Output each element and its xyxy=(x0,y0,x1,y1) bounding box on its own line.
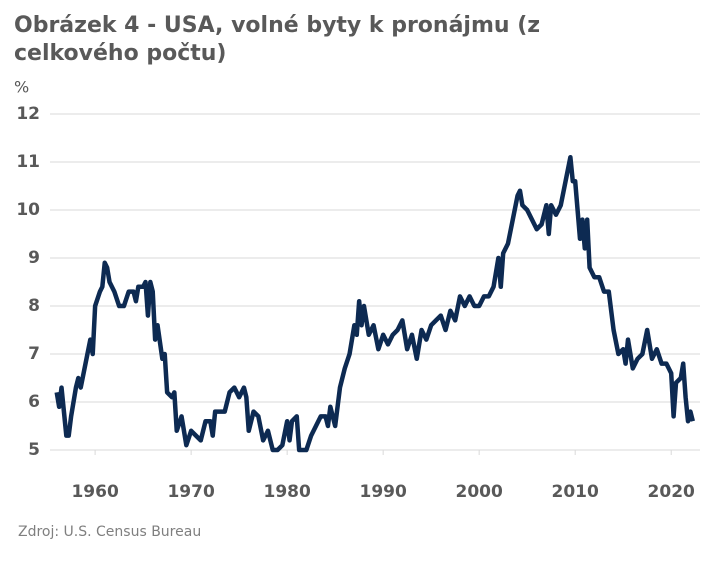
y-tick-label: 5 xyxy=(28,440,40,460)
y-axis-label: % xyxy=(14,78,29,97)
data-line xyxy=(54,154,695,453)
y-tick-label: 11 xyxy=(16,152,40,172)
y-tick-label: 10 xyxy=(16,200,40,220)
chart-title: Obrázek 4 - USA, volné byty k pronájmu (… xyxy=(14,13,541,66)
y-tick-label: 12 xyxy=(16,104,40,124)
x-tick-label: 1970 xyxy=(167,482,214,502)
x-tick-label: 1980 xyxy=(263,482,310,502)
x-tick-label: 2020 xyxy=(648,482,695,502)
source: Zdroj: U.S. Census Bureau xyxy=(18,524,201,540)
y-tick-label: 6 xyxy=(28,392,40,412)
x-tick-label: 2010 xyxy=(552,482,599,502)
x-tick-label: 1960 xyxy=(71,482,118,502)
y-tick-label: 8 xyxy=(28,296,40,316)
y-tick-label: 9 xyxy=(28,248,40,268)
x-tick-label: 2000 xyxy=(456,482,503,502)
y-tick-label: 7 xyxy=(28,344,40,364)
x-tick-label: 1990 xyxy=(359,482,406,502)
